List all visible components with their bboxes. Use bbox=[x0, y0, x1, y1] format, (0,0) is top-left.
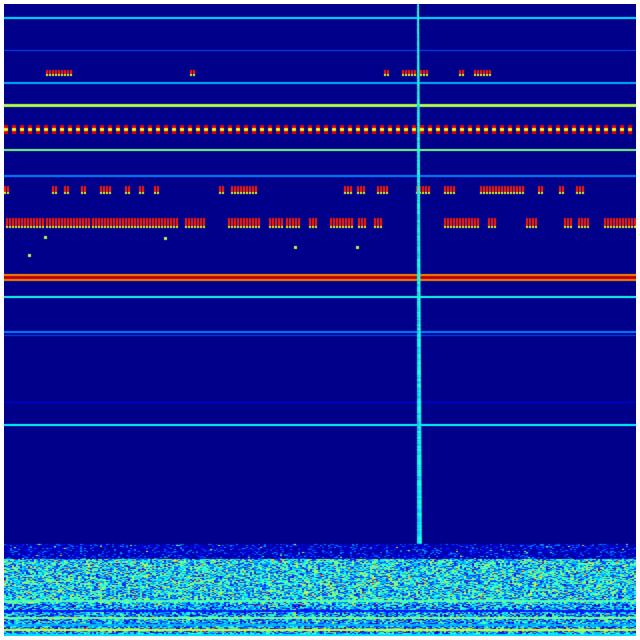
spectrogram-waterfall bbox=[4, 4, 636, 636]
